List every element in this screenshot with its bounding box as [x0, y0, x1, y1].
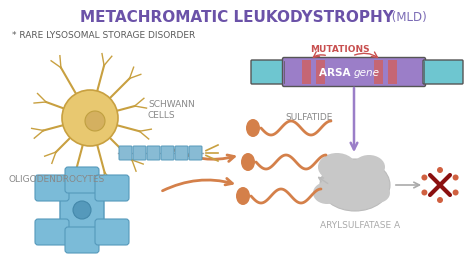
FancyBboxPatch shape — [60, 192, 104, 228]
Circle shape — [421, 174, 428, 181]
Ellipse shape — [353, 155, 385, 179]
FancyBboxPatch shape — [175, 146, 188, 160]
Text: METACHROMATIC LEUKODYSTROPHY: METACHROMATIC LEUKODYSTROPHY — [80, 10, 394, 26]
Text: * RARE LYSOSOMAL STORAGE DISORDER: * RARE LYSOSOMAL STORAGE DISORDER — [12, 31, 195, 40]
FancyBboxPatch shape — [302, 60, 311, 84]
FancyBboxPatch shape — [147, 146, 160, 160]
Circle shape — [62, 90, 118, 146]
FancyBboxPatch shape — [119, 146, 132, 160]
FancyBboxPatch shape — [423, 60, 463, 84]
Text: ARYLSULFATASE A: ARYLSULFATASE A — [320, 221, 400, 230]
Ellipse shape — [241, 153, 255, 171]
Circle shape — [453, 174, 458, 181]
Text: OLIGODENDROCYTES: OLIGODENDROCYTES — [8, 176, 104, 185]
Text: gene: gene — [354, 68, 380, 78]
Circle shape — [73, 201, 91, 219]
FancyBboxPatch shape — [189, 146, 202, 160]
FancyBboxPatch shape — [95, 219, 129, 245]
Ellipse shape — [313, 182, 341, 204]
FancyBboxPatch shape — [95, 175, 129, 201]
Ellipse shape — [318, 153, 356, 181]
FancyBboxPatch shape — [35, 175, 69, 201]
FancyBboxPatch shape — [133, 146, 146, 160]
Ellipse shape — [246, 119, 260, 137]
FancyBboxPatch shape — [283, 57, 426, 86]
Ellipse shape — [320, 159, 390, 211]
Text: SCHWANN
CELLS: SCHWANN CELLS — [148, 100, 195, 120]
Circle shape — [453, 189, 458, 196]
FancyBboxPatch shape — [161, 146, 174, 160]
Text: (MLD): (MLD) — [388, 11, 427, 24]
FancyBboxPatch shape — [374, 60, 383, 84]
Text: ARSA: ARSA — [319, 68, 354, 78]
FancyBboxPatch shape — [251, 60, 285, 84]
Text: SULFATIDE: SULFATIDE — [285, 114, 332, 123]
Circle shape — [85, 111, 105, 131]
FancyBboxPatch shape — [316, 60, 325, 84]
FancyBboxPatch shape — [35, 219, 69, 245]
Circle shape — [437, 167, 443, 173]
FancyBboxPatch shape — [388, 60, 397, 84]
Circle shape — [421, 189, 428, 196]
Text: MUTATIONS: MUTATIONS — [310, 45, 370, 55]
Ellipse shape — [236, 187, 250, 205]
FancyBboxPatch shape — [65, 227, 99, 253]
Circle shape — [437, 197, 443, 203]
FancyBboxPatch shape — [65, 167, 99, 193]
Ellipse shape — [364, 183, 390, 203]
